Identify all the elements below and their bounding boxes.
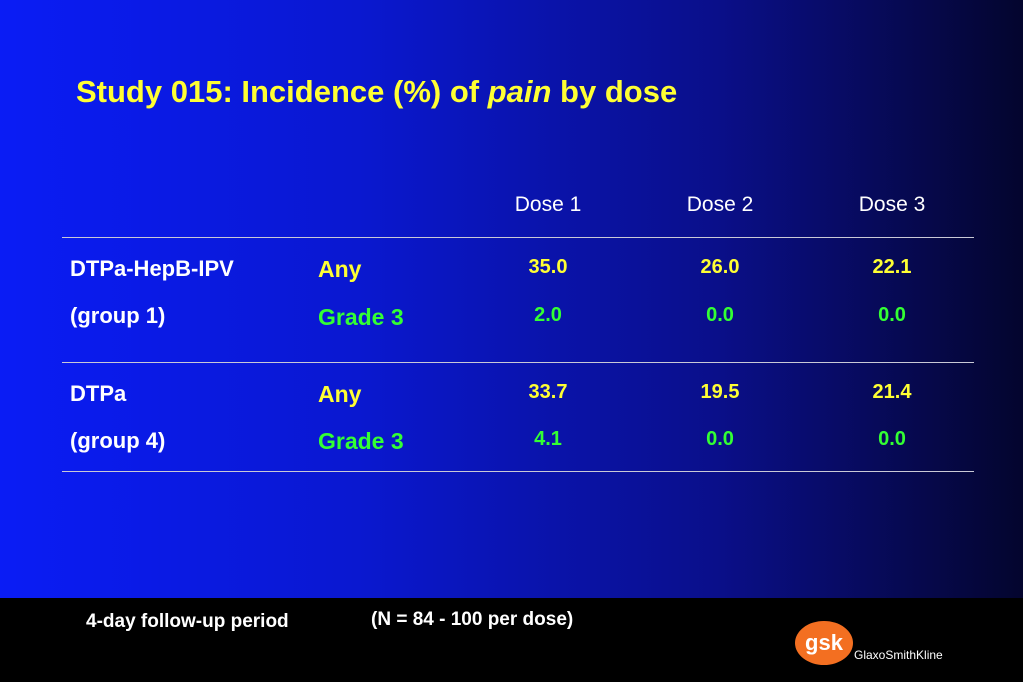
gsk-logo-mark: gsk <box>794 619 854 667</box>
group-2-any-dose-3: 21.4 <box>872 381 912 403</box>
group-1-any-dose-2: 26.0 <box>700 256 740 278</box>
gsk-logo-letters: gsk <box>805 630 844 655</box>
table-rule-bottom <box>62 471 974 472</box>
group-2-any-dose-1: 33.7 <box>528 381 568 403</box>
group-1-category-grade3: Grade 3 <box>318 304 404 330</box>
column-header-dose-1: Dose 1 <box>514 193 582 216</box>
group-2-name: DTPa <box>70 381 127 406</box>
group-1-category-any: Any <box>318 256 362 282</box>
slide: Study 015: Incidence (%) of pain by dose… <box>62 74 974 472</box>
group-2-grade3-dose-1: 4.1 <box>534 428 562 450</box>
group-1-name: DTPa-HepB-IPV <box>70 256 234 281</box>
group-1-any-dose-1: 35.0 <box>528 256 568 278</box>
group-1-subname: (group 1) <box>70 303 166 328</box>
gsk-logo: gsk GlaxoSmithKline <box>794 619 964 669</box>
gsk-logo-wordmark: GlaxoSmithKline <box>854 648 943 662</box>
group-2-grade3-dose-2: 0.0 <box>706 428 734 450</box>
gsk-logo-graphic: gsk <box>795 621 853 665</box>
table-rule-top <box>62 237 974 238</box>
column-header-dose-3: Dose 3 <box>858 193 926 216</box>
group-1-grade3-dose-2: 0.0 <box>706 304 734 326</box>
group-1-grade3-dose-3: 0.0 <box>878 304 906 326</box>
sample-size-note: (N = 84 - 100 per dose) <box>371 609 574 630</box>
title-prefix: Study 015: Incidence (%) of <box>76 74 488 109</box>
group-2-grade3-dose-3: 0.0 <box>878 428 906 450</box>
slide-title: Study 015: Incidence (%) of pain by dose <box>76 74 677 110</box>
followup-note: 4-day follow-up period <box>86 611 289 632</box>
title-suffix: by dose <box>551 74 678 109</box>
group-2-subname: (group 4) <box>70 428 166 453</box>
group-1-any-dose-3: 22.1 <box>872 256 912 278</box>
group-2-category-any: Any <box>318 381 362 407</box>
table-rule-middle <box>62 362 974 363</box>
group-1-grade3-dose-1: 2.0 <box>534 304 562 326</box>
column-header-dose-2: Dose 2 <box>686 193 754 216</box>
title-emphasis: pain <box>487 74 552 109</box>
group-2-category-grade3: Grade 3 <box>318 428 404 454</box>
group-2-any-dose-2: 19.5 <box>700 381 740 403</box>
